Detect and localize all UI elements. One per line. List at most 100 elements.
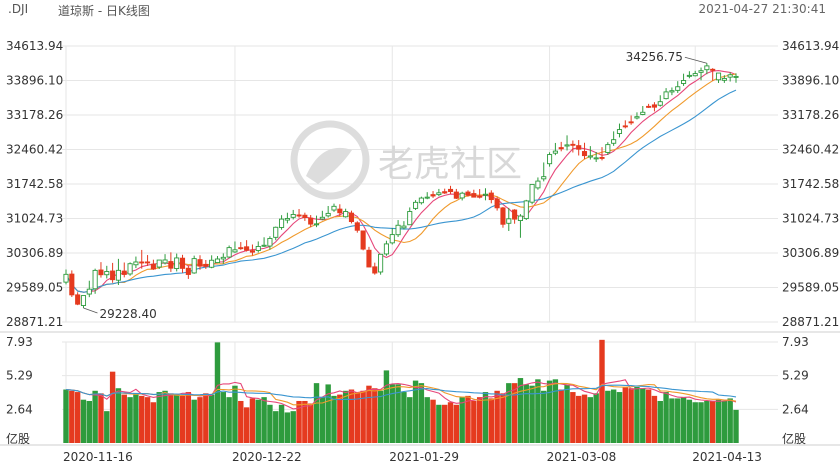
- date-tick-label: 2021-01-29: [389, 450, 459, 464]
- volume-bar: [692, 402, 698, 443]
- volume-bar: [593, 393, 599, 443]
- candle-body: [616, 129, 623, 134]
- volume-bar: [482, 392, 489, 443]
- volume-bar: [441, 404, 448, 443]
- candle-body: [442, 191, 448, 194]
- volume-bar: [348, 389, 355, 443]
- volume-bar: [325, 384, 331, 443]
- date-tick-label: 2020-11-16: [63, 450, 133, 464]
- volume-bar: [337, 394, 343, 443]
- candle-body: [482, 193, 489, 196]
- candle-body: [383, 243, 389, 255]
- candle-body: [115, 269, 121, 281]
- price-tick-label-left: 31742.58: [6, 177, 63, 191]
- candle-body: [185, 267, 191, 275]
- candle-body: [290, 214, 296, 218]
- candle-body: [179, 257, 186, 269]
- price-tick-label-right: 31024.73: [782, 212, 839, 226]
- volume-bar: [587, 397, 594, 443]
- volume-bar: [500, 393, 506, 443]
- candle-body: [459, 192, 465, 199]
- candle-body: [378, 253, 384, 273]
- price-tick-label-right: 29589.05: [782, 281, 839, 295]
- volume-bar: [663, 392, 669, 443]
- candle-body: [127, 263, 133, 275]
- candle-body: [75, 294, 81, 305]
- volume-bar: [401, 392, 407, 443]
- volume-bar: [296, 400, 302, 443]
- candle-body: [313, 223, 320, 226]
- candle-body: [249, 250, 255, 253]
- candle-body: [366, 249, 372, 268]
- volume-bar: [552, 379, 559, 443]
- volume-bar: [459, 397, 465, 443]
- candle-body: [348, 212, 355, 223]
- volume-bar: [290, 411, 296, 443]
- volume-bar: [447, 402, 454, 443]
- candle-body: [517, 215, 523, 222]
- volume-bar: [191, 399, 197, 443]
- volume-bar: [570, 392, 576, 443]
- volume-bar: [546, 380, 553, 443]
- volume-bar: [610, 389, 617, 443]
- volume-bar: [680, 397, 687, 443]
- volume-bar: [173, 394, 180, 443]
- candle-body: [308, 217, 314, 225]
- volume-bar: [109, 371, 116, 443]
- candle-body: [447, 188, 454, 193]
- watermark-ring: [290, 120, 370, 200]
- ma-long-line: [65, 89, 737, 293]
- volume-bar: [232, 385, 238, 443]
- candle-body: [261, 244, 267, 247]
- volume-bar: [133, 394, 139, 443]
- volume-bar: [179, 395, 186, 443]
- candle-body: [86, 288, 92, 295]
- volume-bar: [197, 397, 203, 443]
- volume-bar: [616, 392, 623, 443]
- volume-bar: [640, 388, 646, 443]
- chart-header: .DJI 道琼斯 - 日K线图 2021-04-27 21:30:41: [0, 0, 840, 18]
- volume-bar: [80, 399, 87, 443]
- candle-body: [733, 75, 739, 78]
- price-tick-label-left: 34613.94: [6, 39, 63, 53]
- candle-body: [488, 192, 494, 201]
- candle-body: [150, 263, 156, 270]
- date-tick-label: 2021-04-13: [692, 450, 762, 464]
- price-tick-label-right: 30306.89: [782, 246, 839, 260]
- volume-bar: [465, 395, 471, 443]
- candle-body: [669, 90, 675, 93]
- volume-bar: [523, 384, 529, 443]
- candle-body: [430, 194, 436, 197]
- candle-body: [238, 247, 244, 250]
- volume-bar: [63, 389, 69, 443]
- volume-bar: [669, 398, 675, 443]
- volume-bar: [273, 411, 279, 443]
- volume-bar: [558, 389, 564, 443]
- price-tick-label-right: 33896.10: [782, 73, 839, 87]
- volume-bar: [115, 388, 122, 443]
- candle-body: [704, 65, 710, 71]
- volume-bar: [255, 399, 261, 443]
- candle-body: [599, 157, 605, 159]
- volume-bar: [389, 384, 395, 443]
- candle-body: [331, 205, 337, 211]
- volume-bar: [733, 409, 739, 443]
- candle-body: [273, 226, 279, 238]
- volume-tick-label-left: 5.29: [6, 369, 33, 383]
- volume-bar: [575, 395, 582, 443]
- candle-body: [267, 238, 273, 247]
- volume-bar: [476, 397, 483, 443]
- candle-body: [156, 259, 162, 268]
- volume-bar: [436, 404, 442, 443]
- candle-body: [343, 211, 349, 218]
- volume-bar: [331, 395, 337, 443]
- volume-average-lines: [65, 379, 737, 410]
- candle-body: [576, 145, 582, 150]
- volume-bar: [121, 394, 127, 443]
- volume-bar: [599, 339, 605, 443]
- candle-body: [535, 180, 541, 189]
- volume-bar: [168, 393, 174, 443]
- volume-bar: [243, 407, 250, 443]
- candle-body: [570, 143, 576, 146]
